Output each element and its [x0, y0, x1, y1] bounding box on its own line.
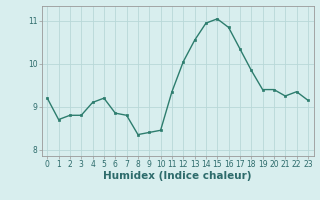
X-axis label: Humidex (Indice chaleur): Humidex (Indice chaleur) [103, 171, 252, 181]
